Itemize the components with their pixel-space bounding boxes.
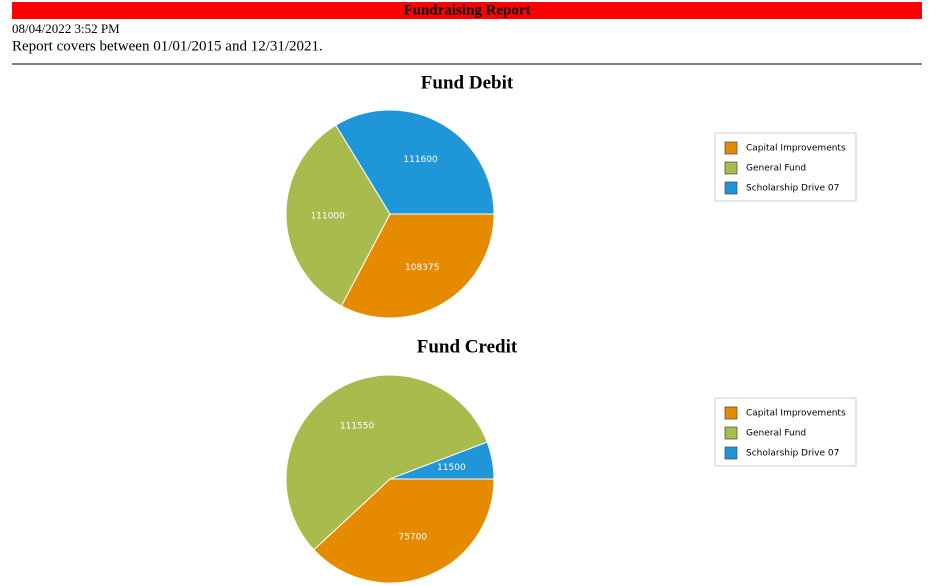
legend-swatch (724, 181, 738, 195)
legend-label: Capital Improvements (746, 409, 846, 419)
data-label: 111600 (403, 155, 438, 165)
data-label: 75700 (398, 533, 427, 543)
legend-label: Capital Improvements (746, 144, 846, 154)
legend-label: Scholarship Drive 07 (746, 184, 839, 194)
legend-label: General Fund (746, 429, 806, 439)
legend-swatch (724, 446, 738, 460)
chart-title: Fund Debit (421, 72, 514, 93)
pie-slice (285, 374, 488, 551)
legend-swatch (724, 161, 738, 175)
legend-swatch (724, 141, 738, 155)
pie-slice (389, 441, 495, 480)
data-label: 111550 (340, 421, 375, 431)
data-label: 111000 (310, 211, 345, 221)
legend-label: Scholarship Drive 07 (746, 449, 839, 459)
legend-box (714, 397, 857, 467)
pie-slice (285, 124, 391, 307)
report-title: Fundraising Report (403, 2, 530, 18)
legend-swatch (724, 406, 738, 420)
data-label: 11500 (437, 463, 466, 473)
coverage: Report covers between 01/01/2015 and 12/… (12, 38, 323, 54)
data-label: 108375 (405, 263, 439, 273)
legend-label: General Fund (746, 164, 806, 174)
pie-slice (335, 109, 495, 215)
pie-slice (340, 213, 495, 319)
chart-title: Fund Credit (417, 336, 518, 357)
header-bar (12, 2, 922, 19)
pie-slice (313, 478, 495, 584)
timestamp: 08/04/2022 3:52 PM (12, 21, 120, 36)
legend-box (714, 132, 857, 202)
legend-swatch (724, 426, 738, 440)
